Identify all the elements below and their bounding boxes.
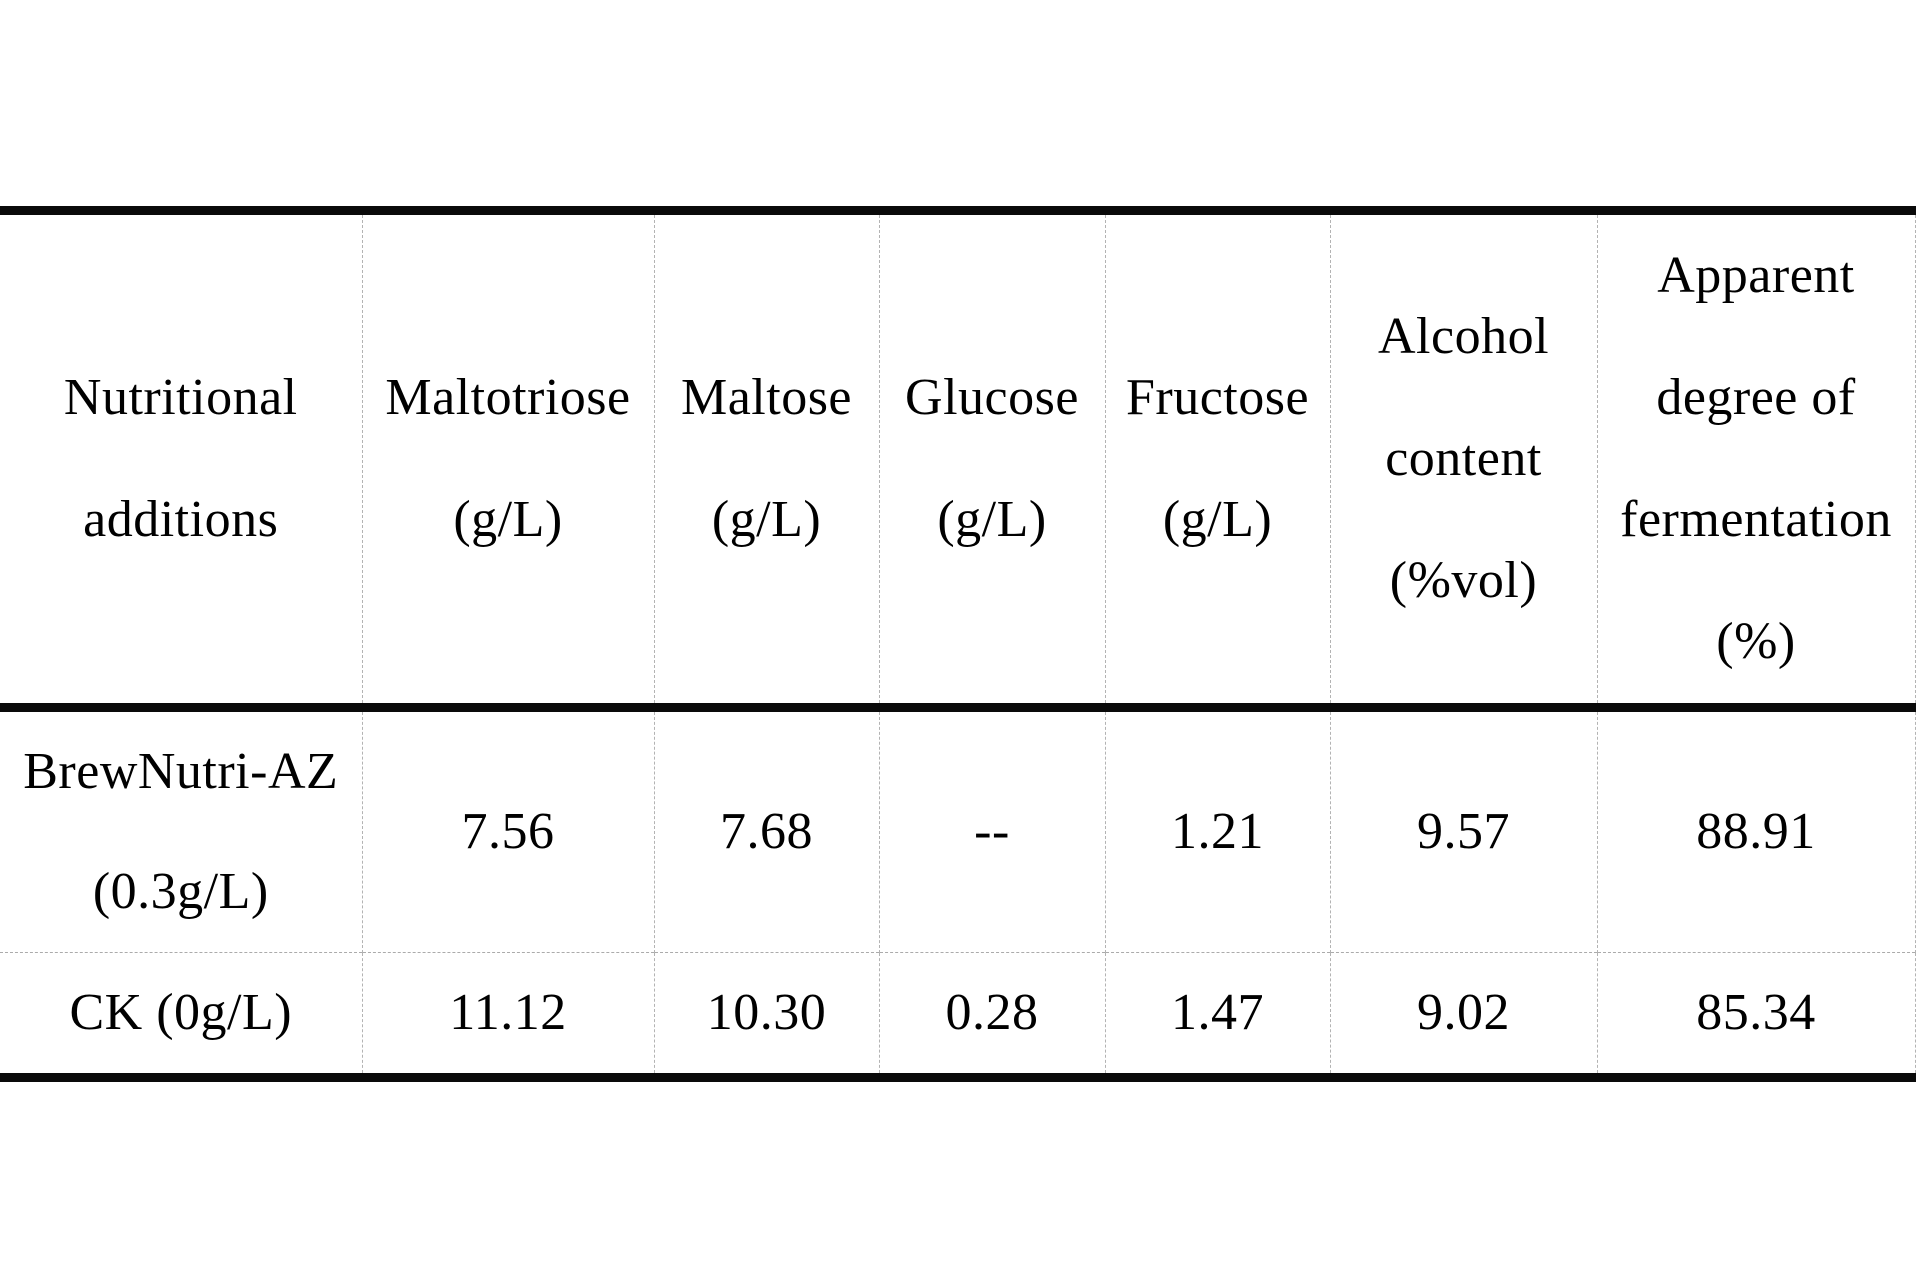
table-row-ck: CK (0g/L) 11.12 10.30 0.28 1.47 9.02 85.… — [0, 952, 1916, 1078]
value-cell-alcohol-content: 9.57 — [1330, 707, 1598, 953]
row-label-brewnutri-az: BrewNutri-AZ (0.3g/L) — [0, 707, 363, 953]
header-cell-alcohol-content: Alcohol content (%vol) — [1330, 210, 1598, 708]
value-cell-glucose: 0.28 — [879, 952, 1106, 1078]
header-cell-glucose: Glucose (g/L) — [879, 210, 1106, 708]
header-cell-maltose: Maltose (g/L) — [654, 210, 880, 708]
value-cell-apparent-degree: 88.91 — [1597, 707, 1916, 953]
row-label-ck: CK (0g/L) — [0, 952, 363, 1078]
header-cell-nutritional-additions: Nutritional additions — [0, 210, 363, 708]
value-cell-alcohol-content: 9.02 — [1330, 952, 1598, 1078]
value-cell-apparent-degree: 85.34 — [1597, 952, 1916, 1078]
header-cell-apparent-degree-of-fermentation: Apparent degree of fermentation (%) — [1597, 210, 1916, 708]
header-row: Nutritional additions Maltotriose (g/L) … — [0, 210, 1916, 708]
header-cell-fructose: Fructose (g/L) — [1105, 210, 1331, 708]
value-cell-maltotriose: 7.56 — [362, 707, 655, 953]
value-cell-glucose: -- — [879, 707, 1106, 953]
value-cell-maltose: 10.30 — [654, 952, 880, 1078]
value-cell-fructose: 1.21 — [1105, 707, 1331, 953]
header-cell-maltotriose: Maltotriose (g/L) — [362, 210, 655, 708]
value-cell-maltotriose: 11.12 — [362, 952, 655, 1078]
value-cell-fructose: 1.47 — [1105, 952, 1331, 1078]
table-row-brewnutri-az: BrewNutri-AZ (0.3g/L) 7.56 7.68 -- 1.21 … — [0, 707, 1916, 953]
fermentation-results-table: Nutritional additions Maltotriose (g/L) … — [0, 206, 1916, 1082]
value-cell-maltose: 7.68 — [654, 707, 880, 953]
